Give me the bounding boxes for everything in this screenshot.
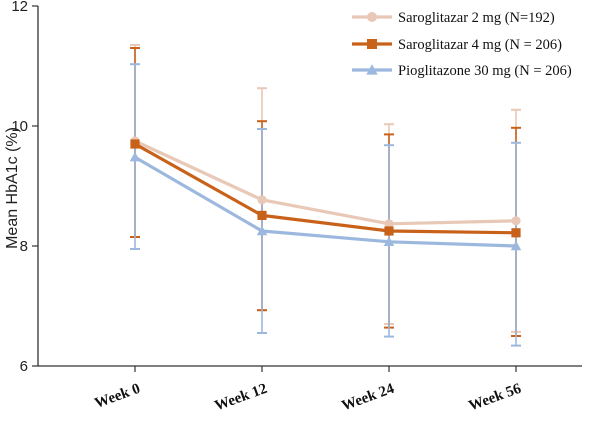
legend-label: Saroglitazar 2 mg (N=192) [398, 10, 555, 26]
data-point [257, 210, 267, 220]
x-tick-label: Week 12 [213, 381, 270, 415]
series-layer [129, 44, 522, 347]
axes [37, 6, 582, 367]
y-tick-label: 6 [20, 358, 28, 375]
series-lines [134, 139, 517, 248]
series-line [134, 139, 517, 226]
y-axis-title: Mean HbA1c (%) [4, 127, 21, 249]
data-point [511, 228, 521, 238]
data-point [384, 226, 394, 236]
legend-item: Saroglitazar 4 mg (N = 206) [352, 37, 562, 53]
x-ticks: Week 0 Week 12 Week 24 Week 56 [93, 366, 524, 414]
y-ticks: 6 8 10 12 [11, 0, 38, 375]
data-point [510, 240, 522, 251]
data-point [257, 195, 267, 205]
y-tick-label: 8 [20, 238, 28, 255]
series-line [134, 155, 517, 248]
x-tick-label: Week 56 [467, 381, 524, 415]
legend-label: Pioglitazone 30 mg (N = 206) [398, 63, 572, 79]
x-tick-label: Week 24 [340, 381, 397, 415]
data-point [130, 139, 140, 149]
legend-item: Saroglitazar 2 mg (N=192) [352, 10, 555, 26]
series-markers [129, 136, 522, 251]
legend-swatch-marker [366, 64, 378, 75]
series-line [134, 142, 517, 235]
error-bars [130, 44, 521, 347]
data-point [383, 236, 395, 247]
y-tick-label: 12 [11, 0, 28, 15]
data-point [129, 151, 141, 162]
legend-label: Saroglitazar 4 mg (N = 206) [398, 37, 562, 53]
legend-item: Pioglitazone 30 mg (N = 206) [352, 63, 572, 79]
y-tick-label: 10 [11, 118, 28, 135]
data-point [511, 216, 521, 226]
x-tick-label: Week 0 [93, 381, 143, 412]
legend-swatch-marker [367, 12, 377, 22]
legend: Saroglitazar 2 mg (N=192) Saroglitazar 4 … [352, 10, 572, 79]
data-point [256, 225, 268, 236]
data-point [384, 219, 394, 229]
legend-swatch-marker [367, 39, 377, 49]
